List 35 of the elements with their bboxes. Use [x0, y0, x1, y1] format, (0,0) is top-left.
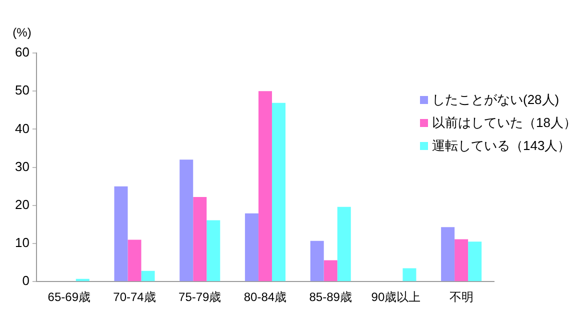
x-tick-label: 85-89歳	[309, 290, 352, 304]
x-tick-label: 70-74歳	[113, 290, 156, 304]
y-tick-label: 50	[14, 82, 30, 98]
x-tick-label: 不明	[449, 290, 474, 304]
legend-label: 運転している（143人）	[432, 137, 571, 155]
y-tick-label: 40	[14, 120, 30, 136]
bar	[193, 197, 207, 282]
bar	[244, 213, 258, 282]
bar	[324, 260, 338, 282]
y-tick-label: 10	[14, 235, 30, 250]
y-tick-label: 60	[14, 44, 30, 60]
bar	[272, 102, 286, 282]
bar	[258, 91, 272, 282]
bar	[441, 227, 455, 282]
legend-label: 以前はしていた（18人）	[432, 114, 576, 132]
y-tick-label: 20	[14, 196, 30, 212]
bar	[337, 206, 351, 282]
bar	[141, 270, 155, 282]
bar	[180, 160, 194, 282]
legend-label: したことがない(28人)	[432, 91, 560, 109]
x-tick-label: 90歳以上	[371, 290, 421, 304]
y-tick-label: 0	[22, 273, 30, 288]
x-tick-label: 65-69歳	[48, 290, 90, 304]
y-tick-label: 30	[14, 158, 30, 174]
bar	[310, 240, 324, 282]
y-axis-title: (%)	[12, 25, 32, 40]
x-tick-label: 80-84歳	[244, 290, 287, 304]
bar	[76, 278, 90, 282]
bar	[454, 239, 468, 282]
x-tick-label: 75-79歳	[178, 290, 222, 304]
bar	[206, 220, 220, 282]
bar	[114, 186, 128, 282]
bar	[128, 240, 142, 282]
bar	[402, 268, 416, 282]
bar	[468, 242, 482, 282]
